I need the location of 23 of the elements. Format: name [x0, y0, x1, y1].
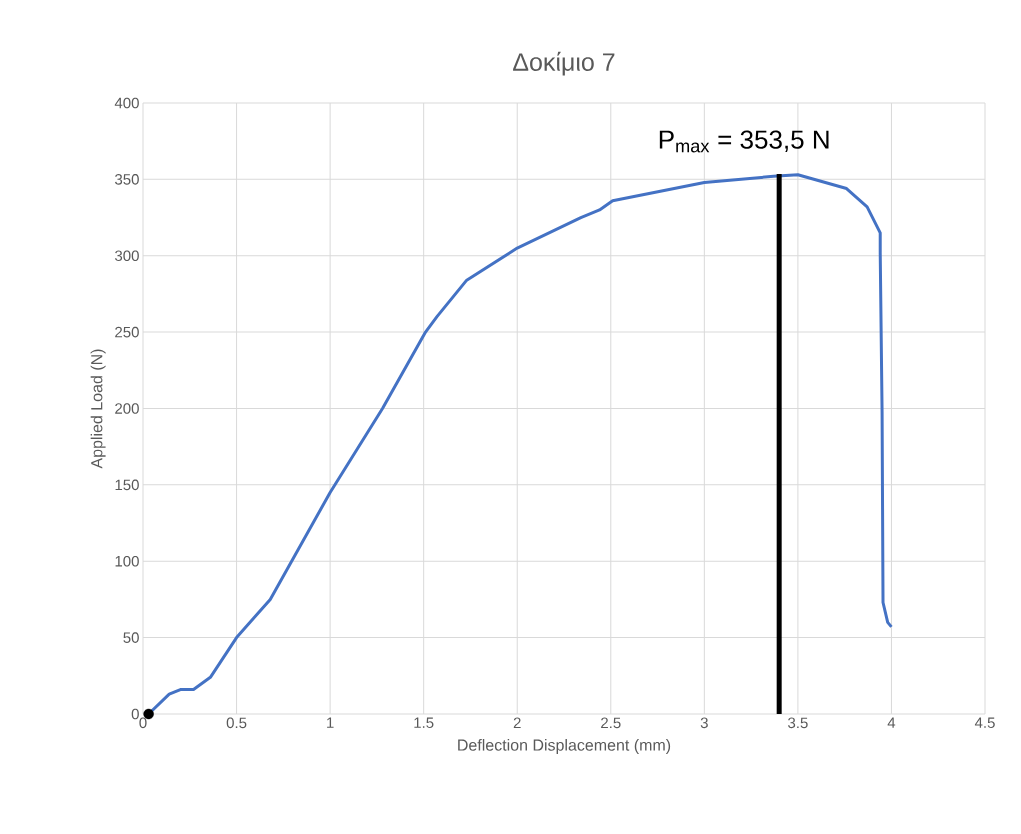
y-tick-label: 100 — [115, 555, 139, 567]
x-tick-label: 3 — [700, 717, 708, 729]
x-tick-label: 0.5 — [226, 717, 247, 729]
y-tick-label: 200 — [115, 403, 139, 414]
y-tick-label: 350 — [115, 174, 139, 185]
annotation: P$_{max}$ = 353,5 N — [659, 130, 829, 153]
y-tick-label: 150 — [115, 479, 139, 491]
x-tick-label: 4.5 — [974, 717, 995, 728]
x-axis-title: Deflection Displacement (mm) — [458, 739, 671, 754]
x-tick-label: 0 — [139, 717, 147, 729]
x-tick-label: 2.5 — [601, 717, 621, 729]
x-tick-label: 4 — [887, 717, 896, 728]
x-tick-label: 1.5 — [414, 717, 434, 728]
x-tick-label: 2 — [513, 717, 521, 728]
y-axis-title: Applied Load (N) — [90, 349, 106, 469]
chart-title: Δοκίμιο 7 — [513, 51, 615, 76]
y-tick-label: 300 — [115, 250, 139, 262]
y-tick-label: 400 — [114, 97, 139, 109]
y-tick-label: 250 — [115, 326, 139, 338]
y-tick-label: 0 — [131, 708, 139, 720]
x-tick-label: 3.5 — [788, 717, 808, 729]
x-tick-label: 1 — [327, 717, 334, 728]
y-tick-label: 50 — [123, 632, 139, 643]
